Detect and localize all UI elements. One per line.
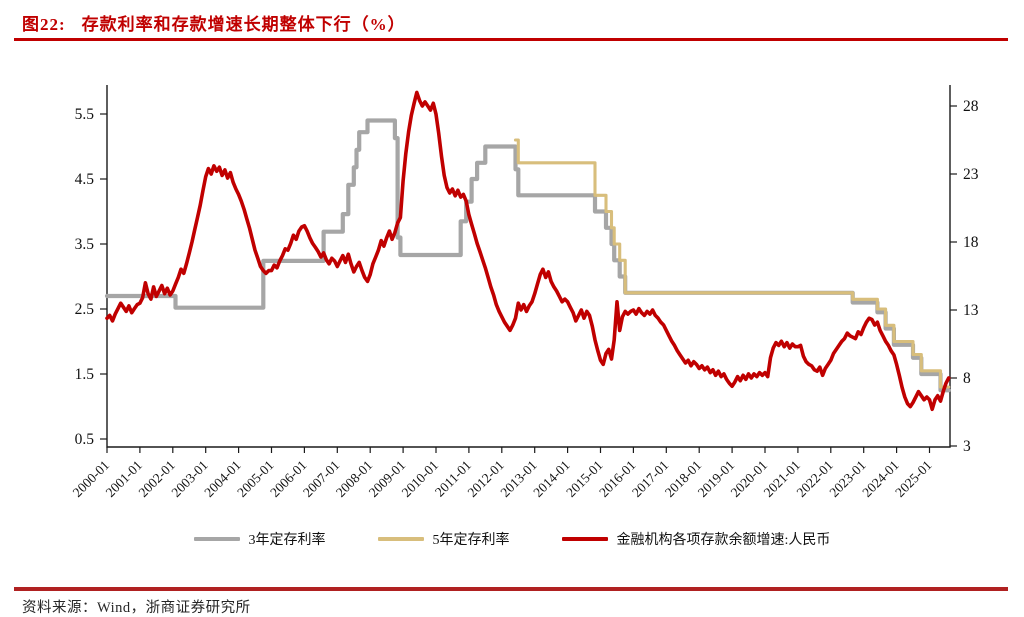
right-axis-tick-label: 28 (963, 98, 979, 115)
series-line-gray (104, 118, 951, 393)
left-axis-tick-label: 5.5 (75, 106, 95, 123)
right-axis-tick-label: 23 (963, 166, 979, 183)
legend-item-2: 5年定存利率 (377, 529, 510, 549)
left-axis-tick-label: 4.5 (75, 171, 95, 188)
series-line-yellow (513, 138, 951, 389)
right-axis-tick-label: 3 (963, 438, 971, 455)
right-axis-tick-label: 18 (963, 234, 979, 251)
chart-canvas: 0.51.52.53.54.55.538131823282000-012001-… (70, 85, 979, 500)
source-note: 资料来源：Wind，浙商证券研究所 (22, 600, 251, 616)
x-axis-tick-label: 2025-01 (892, 458, 934, 500)
legend-label: 5年定存利率 (432, 533, 510, 548)
legend-label: 金融机构各项存款余额增速:人民币 (616, 533, 831, 548)
figure-title: 图22: 存款利率和存款增速长期整体下行（%） (22, 10, 406, 35)
chart-legend: 3年定存利率 5年定存利率 金融机构各项存款余额增速:人民币 (0, 529, 1024, 549)
legend-swatch-gray (193, 537, 240, 541)
footer-divider (14, 587, 1008, 591)
legend-item-3: 金融机构各项存款余额增速:人民币 (561, 529, 831, 549)
legend-swatch-yellow (377, 537, 424, 541)
legend-swatch-red (561, 537, 608, 541)
legend-label: 3年定存利率 (248, 533, 326, 548)
axis-frame (106, 85, 951, 448)
figure-title-text: 存款利率和存款增速长期整体下行（%） (81, 15, 406, 34)
legend-item-1: 3年定存利率 (193, 529, 326, 549)
title-divider (14, 38, 1008, 41)
x-axis-tick-label: 2010-01 (399, 458, 441, 500)
left-axis-tick-label: 1.5 (75, 366, 95, 383)
left-axis-tick-label: 2.5 (75, 301, 95, 318)
left-axis-tick-label: 0.5 (75, 431, 95, 448)
left-axis-tick-label: 3.5 (75, 236, 95, 253)
right-axis-tick-label: 13 (963, 302, 979, 319)
series-line-red (105, 90, 951, 412)
figure-number: 图22: (22, 15, 66, 34)
right-axis-tick-label: 8 (963, 370, 971, 387)
